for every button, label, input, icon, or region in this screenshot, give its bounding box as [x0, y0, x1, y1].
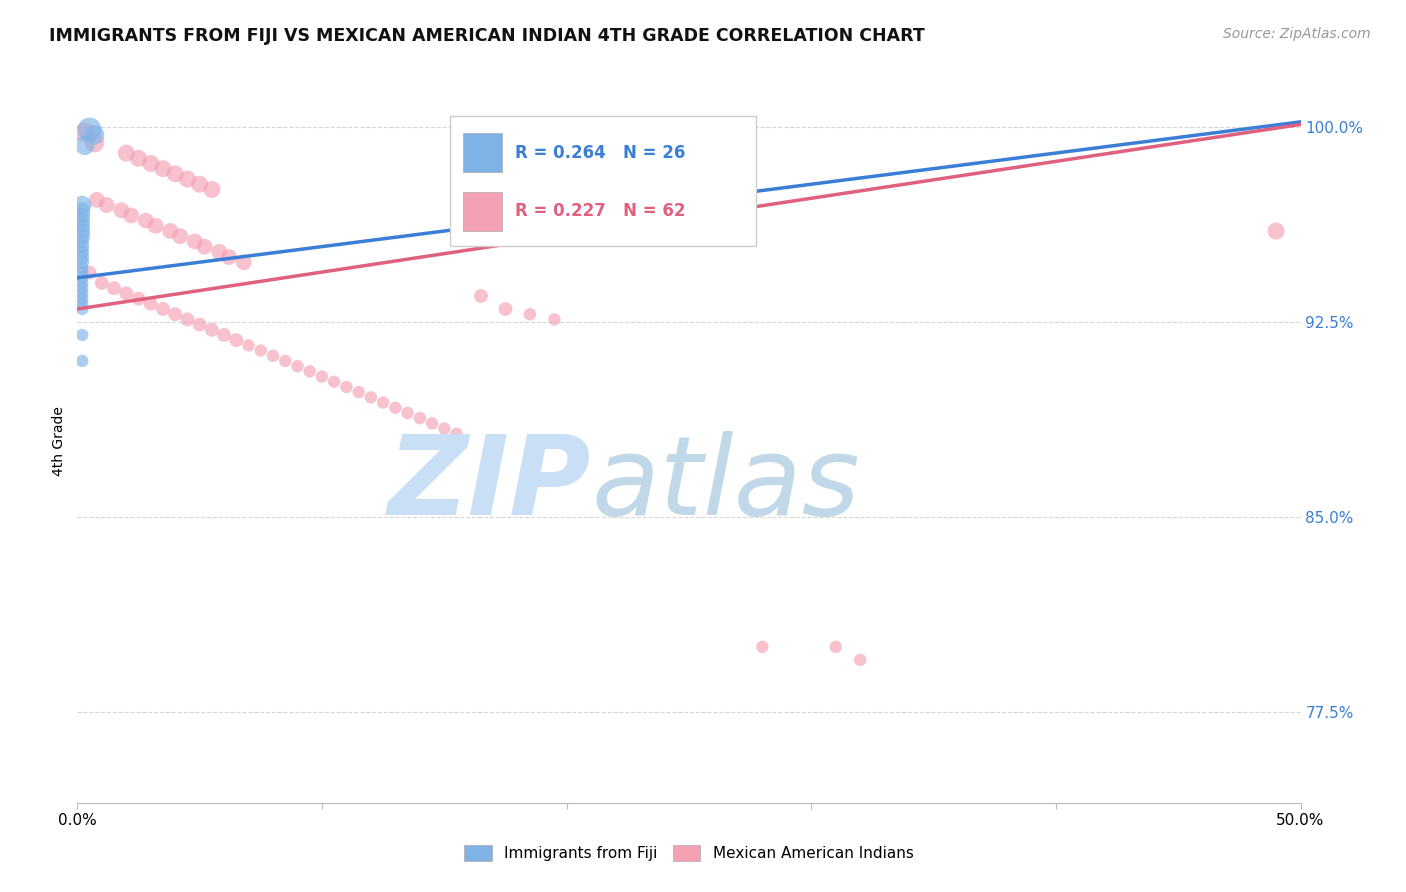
Point — [70, 292, 93, 306]
Point — [115, 146, 138, 161]
Point — [188, 318, 211, 332]
Point — [70, 219, 93, 233]
Text: IMMIGRANTS FROM FIJI VS MEXICAN AMERICAN INDIAN 4TH GRADE CORRELATION CHART: IMMIGRANTS FROM FIJI VS MEXICAN AMERICAN… — [49, 27, 925, 45]
Point — [165, 167, 187, 181]
Point — [73, 125, 96, 139]
Point — [115, 286, 138, 301]
Point — [495, 301, 517, 316]
Point — [433, 421, 456, 435]
Point — [70, 270, 93, 285]
Point — [152, 301, 174, 316]
Point — [323, 375, 346, 389]
Point — [139, 156, 162, 170]
Point — [165, 307, 187, 321]
Point — [70, 297, 93, 311]
Y-axis label: 4th Grade: 4th Grade — [52, 407, 66, 476]
Point — [70, 276, 93, 290]
Point — [70, 286, 93, 301]
Point — [335, 380, 357, 394]
Point — [73, 138, 96, 153]
Point — [519, 307, 541, 321]
Point — [371, 395, 394, 409]
Legend: Immigrants from Fiji, Mexican American Indians: Immigrants from Fiji, Mexican American I… — [458, 839, 920, 867]
Point — [824, 640, 846, 654]
Point — [70, 354, 93, 368]
Point — [70, 328, 93, 343]
Point — [135, 213, 157, 227]
Point — [103, 281, 125, 295]
Point — [70, 244, 93, 259]
Point — [70, 239, 93, 253]
Point — [188, 178, 211, 192]
Point — [70, 209, 93, 223]
Point — [360, 390, 382, 404]
Point — [250, 343, 273, 358]
Point — [274, 354, 297, 368]
Point — [145, 219, 167, 233]
Point — [70, 203, 93, 218]
Point — [70, 229, 93, 244]
Text: ZIP: ZIP — [388, 432, 591, 539]
Point — [298, 364, 321, 378]
Text: atlas: atlas — [591, 432, 859, 539]
Point — [470, 289, 492, 303]
Point — [232, 255, 254, 269]
Point — [409, 411, 432, 425]
Point — [70, 301, 93, 316]
Point — [169, 229, 191, 244]
Point — [262, 349, 284, 363]
Point — [193, 239, 215, 253]
Point — [184, 235, 207, 249]
Point — [79, 122, 101, 136]
Point — [127, 292, 149, 306]
Point — [70, 213, 93, 227]
Point — [70, 250, 93, 264]
Point — [849, 653, 872, 667]
Point — [96, 198, 118, 212]
Point — [208, 244, 231, 259]
Point — [83, 136, 105, 150]
Point — [83, 128, 105, 142]
Point — [212, 328, 235, 343]
Point — [420, 417, 443, 431]
Point — [751, 640, 773, 654]
Point — [70, 260, 93, 275]
Point — [218, 250, 240, 264]
Point — [79, 266, 101, 280]
Point — [201, 182, 224, 196]
Point — [1265, 224, 1288, 238]
Point — [446, 426, 468, 441]
Point — [238, 338, 260, 352]
Point — [70, 281, 93, 295]
Point — [152, 161, 174, 176]
Point — [159, 224, 181, 238]
Point — [287, 359, 309, 374]
Point — [139, 297, 162, 311]
Point — [225, 333, 247, 347]
Point — [70, 235, 93, 249]
Point — [176, 312, 198, 326]
Point — [384, 401, 406, 415]
Point — [70, 198, 93, 212]
Point — [176, 172, 198, 186]
Point — [90, 276, 112, 290]
Point — [127, 151, 149, 165]
Point — [201, 323, 224, 337]
Point — [70, 255, 93, 269]
Point — [86, 193, 108, 207]
Point — [396, 406, 419, 420]
Point — [311, 369, 333, 384]
Text: Source: ZipAtlas.com: Source: ZipAtlas.com — [1223, 27, 1371, 41]
Point — [120, 209, 142, 223]
Point — [70, 266, 93, 280]
Point — [70, 224, 93, 238]
Point — [347, 385, 370, 400]
Point — [543, 312, 565, 326]
Point — [110, 203, 132, 218]
